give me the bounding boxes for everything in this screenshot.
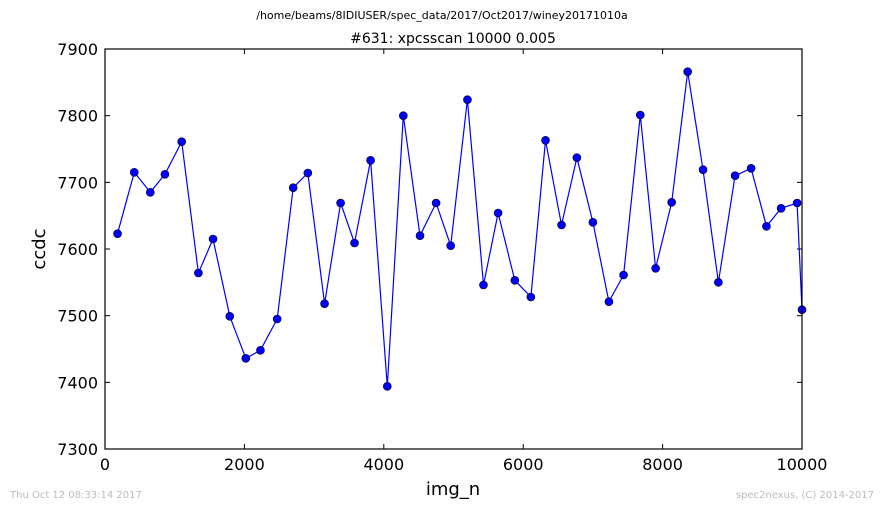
data-point	[366, 156, 375, 165]
x-tick-label: 2000	[224, 455, 265, 474]
data-point	[382, 382, 392, 391]
data-point	[303, 168, 313, 178]
data-point	[746, 164, 756, 173]
y-tick-label: 7600	[57, 240, 98, 259]
data-point	[714, 278, 723, 287]
credit-label: spec2nexus, (C) 2014-2017	[736, 490, 874, 501]
data-point	[730, 171, 740, 180]
data-point	[225, 312, 235, 321]
data-point	[776, 204, 786, 213]
x-tick-label: 6000	[503, 455, 544, 474]
header-path: /home/beams/8IDIUSER/spec_data/2017/Oct2…	[256, 9, 628, 22]
y-tick-label: 7900	[57, 40, 98, 59]
data-point	[493, 208, 503, 218]
data-point	[635, 110, 645, 120]
chart-title: #631: xpcsscan 10000 0.005	[350, 31, 556, 47]
data-point	[146, 188, 155, 197]
x-tick-label: 10000	[777, 455, 828, 474]
y-axis-label: ccdc	[29, 228, 50, 269]
data-point	[431, 198, 441, 208]
y-tick-label: 7400	[57, 373, 98, 392]
data-point	[604, 297, 614, 306]
data-point	[336, 198, 345, 208]
data-point	[510, 276, 520, 285]
x-tick-label: 8000	[642, 455, 683, 474]
data-point	[792, 198, 802, 208]
y-tick-label: 7300	[57, 440, 98, 459]
data-point	[399, 111, 408, 120]
data-point	[698, 165, 708, 174]
data-point	[256, 346, 265, 355]
x-tick-label: 0	[100, 455, 110, 474]
data-point	[541, 136, 550, 145]
plot-area: 0 2000 4000 6000 8000 10000 7300 7400 7500 7600 77…	[57, 40, 827, 474]
timestamp-label: Thu Oct 12 08:33:14 2017	[9, 490, 142, 501]
data-point	[160, 170, 170, 179]
data-point	[320, 299, 329, 308]
data-point	[463, 95, 472, 104]
data-point	[667, 198, 676, 207]
data-point	[272, 314, 282, 324]
data-point	[129, 168, 139, 177]
data-point	[177, 137, 186, 146]
data-point	[588, 218, 598, 227]
y-tick-label: 7500	[57, 307, 98, 326]
data-point	[651, 264, 660, 273]
data-point	[526, 292, 536, 302]
x-tick-label: 4000	[363, 455, 404, 474]
data-point	[415, 231, 425, 240]
y-tick-label: 7800	[57, 107, 98, 126]
data-point	[194, 268, 203, 278]
data-point	[572, 153, 582, 162]
data-point	[683, 67, 692, 76]
axes-frame	[104, 48, 803, 450]
data-point	[350, 238, 359, 248]
data-point	[446, 241, 456, 250]
data-point	[208, 234, 218, 244]
data-point	[557, 220, 566, 230]
data-point	[241, 354, 251, 363]
data-point	[619, 270, 628, 280]
y-tick-label: 7700	[57, 173, 98, 192]
data-point	[113, 229, 122, 238]
x-axis-label: img_n	[426, 479, 480, 500]
data-point	[479, 280, 488, 290]
data-point	[762, 222, 771, 231]
data-point	[288, 183, 298, 192]
